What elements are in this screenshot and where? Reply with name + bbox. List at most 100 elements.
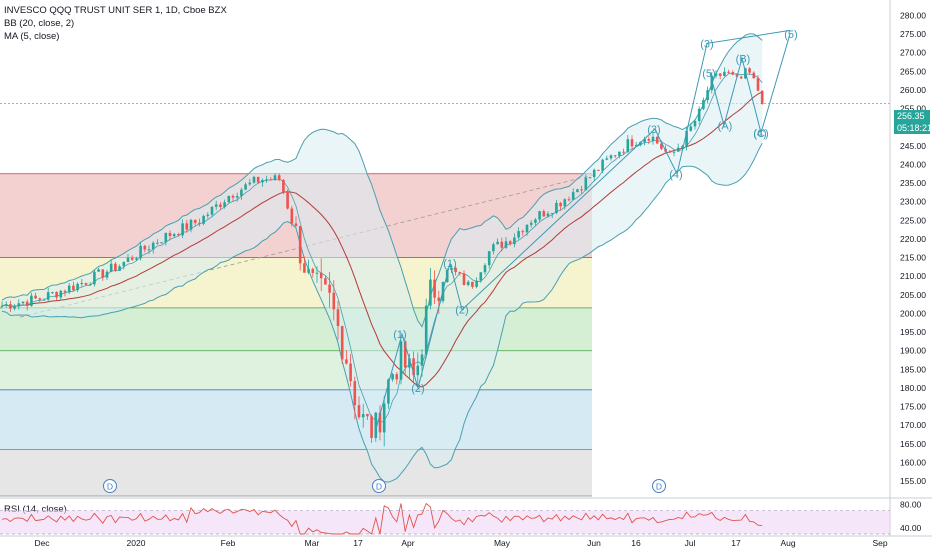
- time-tick-label: 17: [353, 538, 363, 548]
- candle-body: [609, 155, 613, 159]
- candle-body: [307, 268, 310, 273]
- candle-body: [546, 213, 550, 217]
- bollinger-fill: [2, 33, 763, 483]
- candle-body: [172, 234, 176, 237]
- candle-body: [72, 285, 75, 291]
- candle-body: [21, 301, 25, 304]
- dividend-marker-label: D: [656, 482, 662, 492]
- candle-body: [34, 295, 37, 299]
- candle-body: [38, 298, 42, 300]
- candle-body: [269, 179, 273, 181]
- price-tick-label: 160.00: [900, 457, 926, 467]
- candle-body: [479, 272, 483, 281]
- candle-body: [164, 233, 168, 243]
- price-tags: 256.35 05:18:21: [894, 110, 932, 134]
- candle-body: [756, 78, 760, 91]
- candle-body: [282, 179, 285, 192]
- dividend-marker-label: D: [107, 482, 113, 492]
- rsi-tick-label: 40.00: [900, 523, 922, 533]
- legend-symbol: INVESCO QQQ TRUST UNIT SER 1, 1D, Cboe B…: [4, 5, 227, 16]
- dividend-marker: [372, 479, 386, 493]
- candle-body: [483, 265, 487, 273]
- candle-body: [248, 182, 252, 185]
- candle-body: [496, 241, 499, 245]
- candle-body: [508, 241, 512, 245]
- bollinger-basis: [1, 91, 763, 388]
- candle-body: [618, 151, 621, 156]
- candle-body: [294, 223, 298, 226]
- time-tick-label: Jul: [685, 538, 696, 548]
- candle-body: [181, 223, 184, 236]
- candle-body: [345, 359, 348, 364]
- fib-zone: [0, 350, 592, 390]
- candle-body: [702, 100, 705, 109]
- candle-body: [189, 219, 193, 230]
- price-tick-label: 240.00: [900, 159, 926, 169]
- candle-body: [529, 222, 533, 225]
- candle-body: [256, 176, 260, 183]
- candle-body: [193, 219, 197, 223]
- rsi-line: [1, 502, 763, 535]
- candle-body: [366, 414, 369, 417]
- candle-body: [80, 282, 84, 284]
- time-tick-label: 2020: [127, 538, 146, 548]
- candle-body: [93, 271, 96, 285]
- candle-body: [492, 244, 495, 252]
- candle-body: [4, 304, 8, 306]
- candle-body: [185, 223, 189, 230]
- candle-body: [227, 195, 231, 203]
- candle-body: [739, 76, 743, 79]
- candle-body: [437, 297, 441, 302]
- price-tick-label: 245.00: [900, 141, 926, 151]
- candle-body: [487, 251, 491, 266]
- candle-body: [639, 141, 642, 145]
- candle-body: [567, 199, 571, 201]
- fib-zone: [0, 449, 592, 496]
- candle-body: [177, 234, 180, 236]
- wave-label: (B): [736, 53, 751, 65]
- candle-body: [626, 139, 630, 152]
- candle-body: [261, 180, 264, 183]
- candle-body: [559, 202, 562, 207]
- candle-body: [630, 139, 634, 147]
- candle-body: [731, 72, 735, 75]
- candle-body: [555, 202, 558, 214]
- candle-body: [580, 189, 583, 191]
- candle-body: [718, 73, 722, 76]
- candle-body: [538, 211, 541, 220]
- time-tick-label: May: [494, 538, 511, 548]
- elliott-wave-lines: [374, 29, 791, 433]
- wave-label: (1): [443, 258, 456, 270]
- candle-body: [9, 304, 12, 309]
- bollinger-upper: [1, 33, 763, 328]
- wave-label: (2): [455, 305, 468, 317]
- candle-body: [685, 130, 688, 147]
- candle-body: [25, 301, 29, 306]
- price-tick-label: 165.00: [900, 439, 926, 449]
- candle-body: [613, 155, 617, 157]
- candle-body: [143, 245, 147, 250]
- candle-body: [126, 257, 130, 262]
- price-tick-label: 235.00: [900, 178, 926, 188]
- candle-body: [458, 272, 462, 274]
- candle-body: [597, 169, 600, 171]
- candle-body: [340, 326, 344, 360]
- wave-path: [709, 33, 791, 135]
- candle-body: [240, 189, 243, 197]
- dividend-marker: [652, 479, 666, 493]
- candle-body: [46, 292, 50, 300]
- price-tick-label: 255.00: [900, 104, 926, 114]
- candle-body: [471, 281, 474, 287]
- price-tick-label: 170.00: [900, 420, 926, 430]
- candle-body: [408, 358, 411, 368]
- candle-body: [706, 90, 709, 101]
- candle-body: [88, 284, 92, 286]
- dividend-marker: [103, 479, 117, 493]
- candle-body: [643, 139, 646, 142]
- candle-body: [206, 214, 210, 216]
- candle-body: [277, 175, 281, 180]
- wave-labels: (1)(2)(1)(2)(3)(4)(3)(5)(A)(B)(4)(C)(5): [393, 29, 797, 395]
